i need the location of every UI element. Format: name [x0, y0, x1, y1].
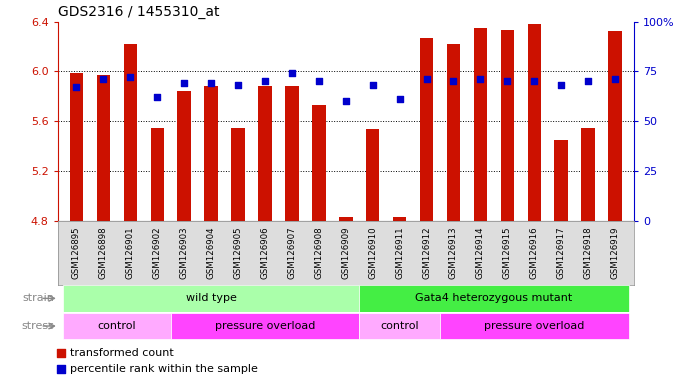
Bar	[231, 127, 245, 221]
Text: GSM126918: GSM126918	[584, 226, 593, 279]
Bar	[420, 38, 433, 221]
Text: pressure overload: pressure overload	[484, 321, 584, 331]
Bar	[555, 140, 568, 221]
Bar	[285, 86, 298, 221]
Point	[529, 78, 540, 84]
Text: GSM126895: GSM126895	[72, 226, 81, 279]
Bar	[63, 285, 359, 312]
Bar	[474, 28, 487, 221]
Text: GSM126910: GSM126910	[368, 226, 377, 279]
Point	[98, 76, 109, 83]
Bar	[527, 24, 541, 221]
Text: GSM126904: GSM126904	[207, 226, 216, 279]
Text: GSM126908: GSM126908	[315, 226, 323, 279]
Point	[502, 78, 513, 84]
Point	[582, 78, 593, 84]
Point	[287, 70, 298, 76]
Point	[367, 106, 378, 113]
Bar	[151, 127, 164, 221]
Bar	[582, 127, 595, 221]
Text: GSM126917: GSM126917	[557, 226, 565, 279]
Bar	[393, 217, 406, 221]
Bar	[63, 313, 171, 339]
Bar	[204, 86, 218, 221]
Text: Gata4 heterozygous mutant: Gata4 heterozygous mutant	[415, 293, 572, 303]
Text: pressure overload: pressure overload	[215, 321, 315, 331]
Bar	[359, 285, 629, 312]
Point	[313, 78, 324, 84]
Text: control: control	[98, 321, 136, 331]
Bar	[366, 129, 380, 221]
Text: GDS2316 / 1455310_at: GDS2316 / 1455310_at	[58, 5, 219, 19]
Point	[152, 94, 163, 101]
Bar	[447, 44, 460, 221]
Bar	[359, 313, 440, 339]
Text: GSM126913: GSM126913	[449, 226, 458, 279]
Point	[448, 78, 459, 84]
Text: GSM126919: GSM126919	[611, 226, 620, 279]
Point	[125, 74, 136, 81]
Point	[340, 98, 351, 104]
Bar	[178, 91, 191, 221]
Text: GSM126911: GSM126911	[395, 226, 404, 279]
Bar	[171, 313, 359, 339]
Point	[556, 82, 567, 88]
Point	[233, 82, 243, 88]
Bar	[97, 75, 110, 221]
Text: GSM126909: GSM126909	[341, 226, 351, 279]
Point	[394, 96, 405, 103]
Point	[260, 78, 271, 84]
Bar	[70, 73, 83, 221]
Point	[475, 76, 486, 83]
Text: GSM126902: GSM126902	[153, 226, 162, 279]
Text: GSM126898: GSM126898	[99, 226, 108, 279]
Text: GSM126916: GSM126916	[530, 226, 539, 279]
Text: percentile rank within the sample: percentile rank within the sample	[71, 364, 258, 374]
Text: GSM126903: GSM126903	[180, 226, 188, 279]
Bar	[608, 31, 622, 221]
Text: stress: stress	[22, 321, 54, 331]
Point	[179, 80, 190, 86]
Text: transformed count: transformed count	[71, 348, 174, 358]
Point	[367, 260, 378, 266]
Text: wild type: wild type	[186, 293, 237, 303]
Bar	[500, 30, 514, 221]
Text: GSM126905: GSM126905	[233, 226, 243, 279]
Text: strain: strain	[22, 293, 54, 303]
Point	[71, 84, 82, 91]
Bar	[123, 44, 137, 221]
Bar	[339, 217, 353, 221]
Text: GSM126901: GSM126901	[126, 226, 135, 279]
Text: GSM126912: GSM126912	[422, 226, 431, 279]
Point	[610, 76, 620, 83]
Text: GSM126914: GSM126914	[476, 226, 485, 279]
Bar	[440, 313, 629, 339]
Text: GSM126907: GSM126907	[287, 226, 296, 279]
Point	[421, 76, 432, 83]
Point	[367, 82, 378, 88]
Text: control: control	[380, 321, 419, 331]
Point	[205, 80, 216, 86]
Text: GSM126906: GSM126906	[260, 226, 269, 279]
Text: GSM126915: GSM126915	[503, 226, 512, 279]
Bar	[258, 86, 272, 221]
Bar	[312, 105, 325, 221]
